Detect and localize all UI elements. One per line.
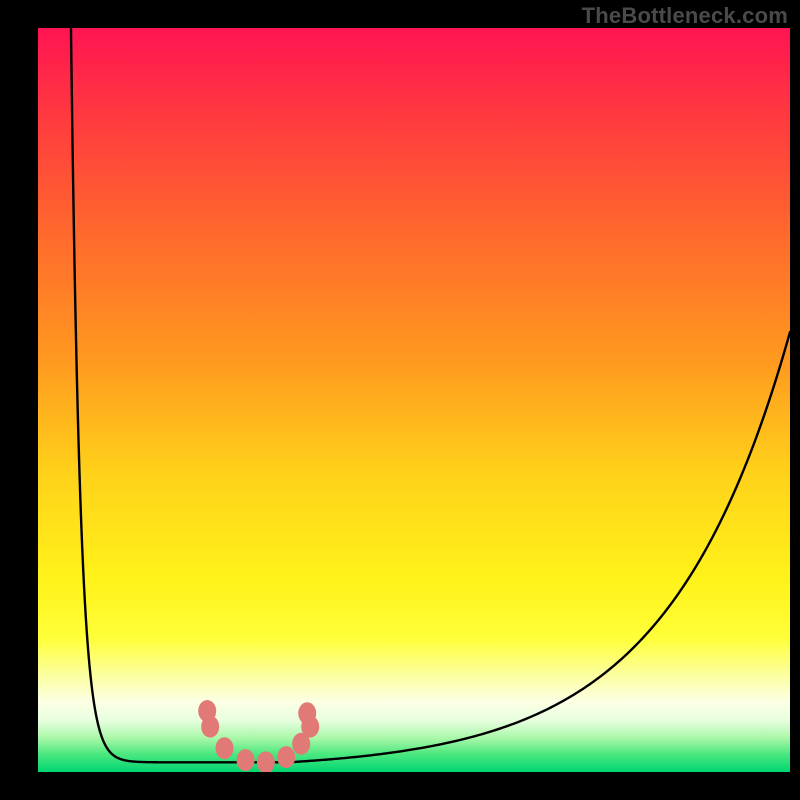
- curve-marker: [201, 716, 219, 738]
- plot-area: [38, 28, 790, 772]
- curve-marker: [237, 749, 255, 771]
- curve-marker: [257, 751, 275, 772]
- curve-layer: [38, 28, 790, 772]
- bottleneck-curve: [70, 28, 790, 762]
- curve-marker: [301, 716, 319, 738]
- curve-marker: [277, 746, 295, 768]
- curve-marker: [216, 737, 234, 759]
- watermark-text: TheBottleneck.com: [582, 3, 788, 29]
